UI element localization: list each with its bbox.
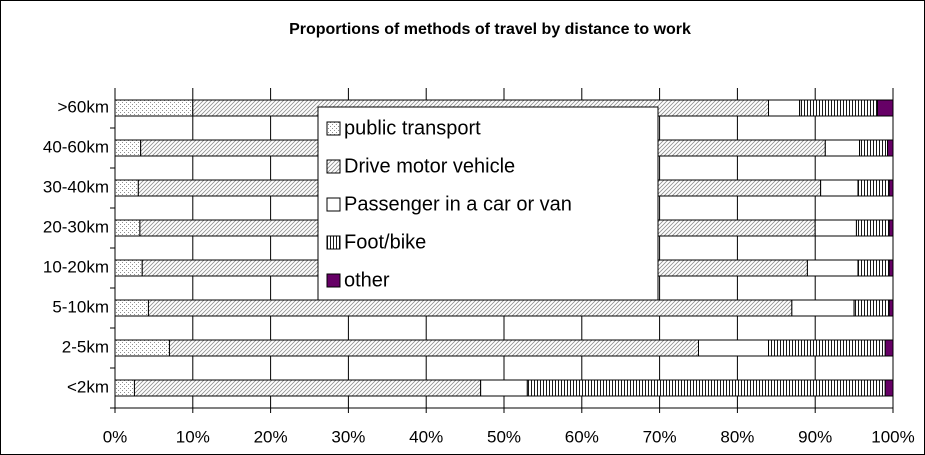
bar-segment bbox=[526, 379, 886, 397]
bar-segment bbox=[876, 99, 894, 117]
bar-segment bbox=[820, 179, 859, 197]
x-tick-label: 70% bbox=[643, 427, 677, 446]
legend-label: public transport bbox=[344, 117, 481, 139]
bar-segment bbox=[857, 179, 890, 197]
bar-segment bbox=[133, 379, 482, 397]
x-tick-label: 40% bbox=[409, 427, 443, 446]
bar-segment bbox=[814, 219, 857, 237]
legend: public transport Drive motor vehicle Passe… bbox=[317, 106, 659, 301]
bar-segment bbox=[799, 99, 878, 117]
legend-label: Passenger in a car or van bbox=[344, 193, 572, 215]
legend-label: other bbox=[344, 269, 390, 291]
y-tick-label: >60km bbox=[58, 97, 110, 116]
legend-swatch bbox=[326, 197, 341, 212]
legend-label: Drive motor vehicle bbox=[344, 155, 515, 177]
bar-segment bbox=[791, 299, 855, 317]
x-tick-label: 10% bbox=[176, 427, 210, 446]
legend-label: Foot/bike bbox=[344, 231, 426, 253]
x-tick-label: 50% bbox=[487, 427, 521, 446]
y-tick-label: 30-40km bbox=[43, 177, 109, 196]
bar-segment bbox=[855, 219, 890, 237]
bar-segment bbox=[888, 299, 894, 317]
x-tick-label: 90% bbox=[798, 427, 832, 446]
y-tick-label: <2km bbox=[67, 377, 109, 396]
bar-segment bbox=[114, 99, 194, 117]
bar-segment bbox=[806, 259, 859, 277]
legend-swatch bbox=[326, 235, 341, 250]
bar-segment bbox=[114, 379, 135, 397]
y-tick-label: 5-10km bbox=[52, 297, 109, 316]
x-tick-label: 100% bbox=[871, 427, 914, 446]
bar-segment bbox=[768, 339, 886, 357]
x-tick-label: 20% bbox=[254, 427, 288, 446]
bar-segment bbox=[888, 219, 894, 237]
y-tick-label: 2-5km bbox=[62, 337, 109, 356]
y-tick-label: 20-30km bbox=[43, 217, 109, 236]
x-tick-label: 0% bbox=[103, 427, 128, 446]
bar-segment bbox=[884, 339, 894, 357]
legend-box bbox=[317, 106, 659, 301]
bar-segment bbox=[168, 339, 699, 357]
bar-segment bbox=[698, 339, 770, 357]
bar-segment bbox=[768, 99, 801, 117]
bar-segment bbox=[114, 299, 149, 317]
bar-segment bbox=[884, 379, 894, 397]
bar-segment bbox=[114, 259, 143, 277]
legend-swatch bbox=[326, 121, 341, 136]
bar-segment bbox=[114, 179, 139, 197]
bar-segment bbox=[887, 139, 894, 157]
bar-segment bbox=[147, 299, 793, 317]
bar-segment bbox=[857, 259, 890, 277]
legend-swatch bbox=[326, 159, 341, 174]
bar-segment bbox=[114, 339, 170, 357]
bar-segment bbox=[824, 139, 861, 157]
y-tick-label: 10-20km bbox=[43, 257, 109, 276]
y-tick-label: 40-60km bbox=[43, 137, 109, 156]
legend-swatch bbox=[326, 273, 341, 288]
bar-segment bbox=[888, 179, 894, 197]
x-tick-label: 30% bbox=[331, 427, 365, 446]
bar-segment bbox=[859, 139, 889, 157]
bar-segment bbox=[114, 219, 141, 237]
x-tick-label: 80% bbox=[720, 427, 754, 446]
bar-segment bbox=[114, 139, 142, 157]
bar-segment bbox=[888, 259, 894, 277]
x-tick-label: 60% bbox=[565, 427, 599, 446]
bar-segment bbox=[480, 379, 528, 397]
chart-title: Proportions of methods of travel by dist… bbox=[289, 21, 691, 38]
bar-segment bbox=[853, 299, 890, 317]
